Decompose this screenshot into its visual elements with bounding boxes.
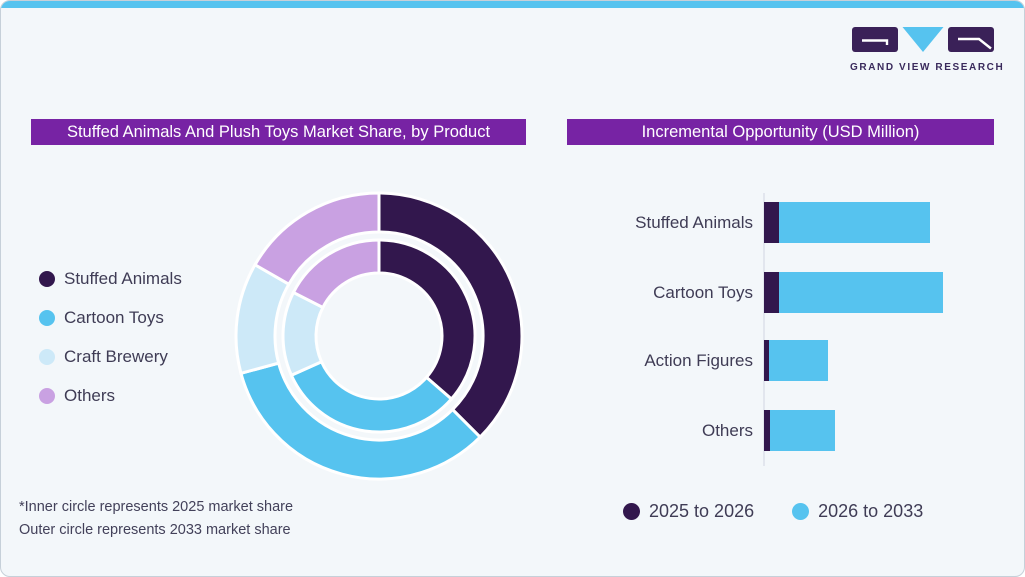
donut-footnote: *Inner circle represents 2025 market sha… <box>19 496 293 542</box>
bar-chart-legend: 2025 to 2026 2026 to 2033 <box>623 501 923 522</box>
bar-segment-2025-to-2026 <box>764 202 779 243</box>
bar-segment-2025-to-2026 <box>764 340 769 381</box>
bar-segment-2026-to-2033 <box>770 410 835 451</box>
bar-row-others: Others <box>601 410 835 451</box>
bar-chart-axis-line <box>763 193 765 466</box>
donut-chart <box>224 179 534 489</box>
bar-legend-label: 2026 to 2033 <box>818 501 924 521</box>
gvr-logo-mark <box>852 27 994 52</box>
bar-track <box>764 272 943 313</box>
bar-segment-2026-to-2033 <box>779 272 943 313</box>
bar-legend-dot-icon <box>792 503 810 520</box>
donut-segment-ring0-others <box>291 238 381 310</box>
donut-segment-ring1-cartoon-toys <box>239 361 483 481</box>
donut-legend-dot-icon <box>39 310 55 326</box>
bar-track <box>764 410 835 451</box>
donut-legend-dot-icon <box>39 271 55 287</box>
donut-legend-label: Cartoon Toys <box>64 308 164 327</box>
donut-legend-dot-icon <box>39 349 55 365</box>
donut-legend: Stuffed Animals Cartoon Toys Craft Brewery… <box>39 269 182 426</box>
donut-legend-label: Others <box>64 386 116 405</box>
bar-legend-dot-icon <box>623 503 640 520</box>
bar-row-label: Cartoon Toys <box>653 282 753 302</box>
donut-legend-item-1: Cartoon Toys <box>39 308 182 327</box>
bar-track <box>764 202 930 243</box>
donut-segment-ring0-stuffed-animals <box>377 238 477 402</box>
bar-track <box>764 340 828 381</box>
bar-row-cartoon-toys: Cartoon Toys <box>601 272 943 313</box>
donut-legend-item-2: Craft Brewery <box>39 347 182 366</box>
bar-segment-2026-to-2033 <box>779 202 930 243</box>
donut-section-title: Stuffed Animals And Plush Toys Market Sh… <box>31 119 526 145</box>
bar-row-label: Action Figures <box>644 350 753 370</box>
bar-segment-2025-to-2026 <box>764 410 770 451</box>
donut-legend-item-3: Others <box>39 386 182 405</box>
gvr-logo: GRAND VIEW RESEARCH <box>850 27 1005 73</box>
donut-legend-item-0: Stuffed Animals <box>39 269 182 288</box>
donut-legend-dot-icon <box>39 388 55 404</box>
donut-segment-ring1-others <box>252 191 381 287</box>
footnote-line-1: *Inner circle represents 2025 market sha… <box>19 499 294 515</box>
bar-segment-2025-to-2026 <box>764 272 779 313</box>
bar-legend-item-0: 2025 to 2026 <box>623 501 754 522</box>
top-accent-strip <box>1 1 1024 8</box>
donut-chart-svg <box>234 191 524 481</box>
bar-row-label: Stuffed Animals <box>635 212 753 232</box>
bar-section-title: Incremental Opportunity (USD Million) <box>567 119 994 145</box>
gvr-logo-text: GRAND VIEW RESEARCH <box>850 62 1005 73</box>
donut-segment-ring1-stuffed-animals <box>377 191 524 440</box>
bar-segment-2026-to-2033 <box>769 340 828 381</box>
bar-legend-label: 2025 to 2026 <box>649 501 755 521</box>
footnote-line-2: Outer circle represents 2033 market shar… <box>19 522 291 538</box>
bar-row-label: Others <box>701 420 753 440</box>
bar-row-action-figures: Action Figures <box>601 340 828 381</box>
donut-legend-label: Stuffed Animals <box>64 269 182 288</box>
donut-legend-label: Craft Brewery <box>64 347 168 366</box>
bar-legend-item-1: 2026 to 2033 <box>792 501 923 522</box>
bar-row-stuffed-animals: Stuffed Animals <box>601 202 930 243</box>
